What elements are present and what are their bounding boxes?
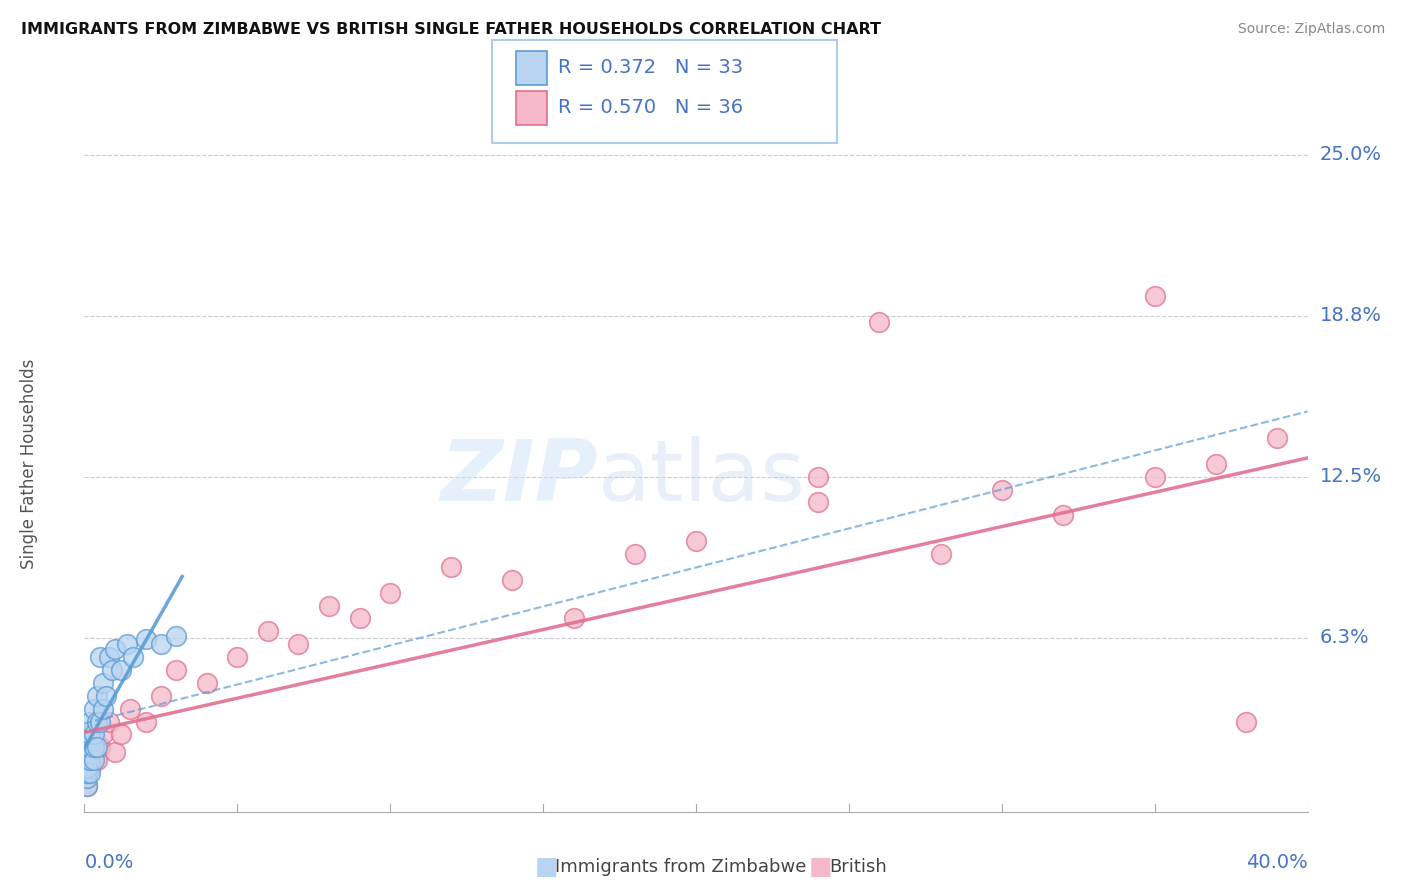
Point [86, 740, 108, 755]
Point [165, 663, 187, 677]
Point [1143, 469, 1166, 483]
Point [104, 642, 127, 657]
Point [624, 547, 647, 561]
Point [76, 753, 98, 767]
Point [869, 315, 891, 329]
Point [991, 483, 1014, 497]
Point [76, 771, 98, 785]
Point [135, 632, 157, 646]
Point [91, 676, 114, 690]
Point [89, 650, 111, 665]
Point [929, 547, 952, 561]
Point [287, 637, 309, 651]
Text: 6.3%: 6.3% [1320, 628, 1369, 648]
Point [685, 534, 707, 549]
Point [97, 650, 120, 665]
Point [380, 585, 402, 599]
Point [195, 676, 218, 690]
Point [83, 701, 105, 715]
Point [76, 766, 98, 780]
Point [115, 637, 138, 651]
Point [1143, 289, 1166, 303]
Point [1205, 457, 1227, 471]
Point [86, 753, 108, 767]
Point [807, 495, 830, 509]
Point [79, 740, 101, 755]
Point [94, 689, 117, 703]
Point [89, 714, 111, 729]
Point [562, 611, 585, 625]
Point [76, 746, 98, 760]
Point [91, 727, 114, 741]
Point [110, 663, 132, 677]
Point [76, 779, 98, 793]
Point [807, 469, 830, 483]
Text: IMMIGRANTS FROM ZIMBABWE VS BRITISH SINGLE FATHER HOUSEHOLDS CORRELATION CHART: IMMIGRANTS FROM ZIMBABWE VS BRITISH SING… [21, 22, 882, 37]
Text: 0.0%: 0.0% [84, 854, 134, 872]
Point [76, 779, 98, 793]
Point [1234, 714, 1257, 729]
Point [349, 611, 371, 625]
Point [120, 701, 142, 715]
Point [89, 740, 111, 755]
Point [97, 714, 120, 729]
Point [122, 650, 145, 665]
Point [83, 753, 105, 767]
Text: Immigrants from Zimbabwe: Immigrants from Zimbabwe [555, 858, 807, 876]
Point [79, 761, 101, 775]
Point [79, 753, 101, 767]
Point [86, 714, 108, 729]
Point [76, 766, 98, 780]
Point [110, 727, 132, 741]
Point [79, 766, 101, 780]
Point [257, 624, 280, 639]
Point [440, 560, 463, 574]
Text: 12.5%: 12.5% [1320, 467, 1382, 486]
Text: ■: ■ [808, 855, 832, 879]
Point [86, 689, 108, 703]
Text: Source: ZipAtlas.com: Source: ZipAtlas.com [1237, 22, 1385, 37]
Point [83, 740, 105, 755]
Text: ZIP: ZIP [440, 436, 598, 519]
Text: Single Father Households: Single Father Households [20, 359, 38, 569]
Point [83, 727, 105, 741]
Point [101, 663, 124, 677]
Point [79, 746, 101, 760]
Point [104, 746, 127, 760]
Point [165, 630, 187, 644]
Text: atlas: atlas [598, 436, 806, 519]
Point [76, 740, 98, 755]
Point [79, 727, 101, 741]
Text: 25.0%: 25.0% [1320, 145, 1382, 164]
Point [149, 637, 172, 651]
Point [226, 650, 249, 665]
Point [149, 689, 172, 703]
Text: 40.0%: 40.0% [1246, 854, 1308, 872]
Point [1265, 431, 1288, 445]
Point [76, 753, 98, 767]
Point [1052, 508, 1074, 523]
Text: 18.8%: 18.8% [1320, 306, 1382, 326]
Point [318, 599, 340, 613]
Text: British: British [830, 858, 887, 876]
Text: R = 0.570   N = 36: R = 0.570 N = 36 [558, 98, 744, 118]
Text: R = 0.372   N = 33: R = 0.372 N = 33 [558, 58, 744, 78]
Point [135, 714, 157, 729]
Point [79, 714, 101, 729]
Point [91, 701, 114, 715]
Point [83, 740, 105, 755]
Point [502, 573, 524, 587]
Point [76, 761, 98, 775]
Text: ■: ■ [534, 855, 558, 879]
